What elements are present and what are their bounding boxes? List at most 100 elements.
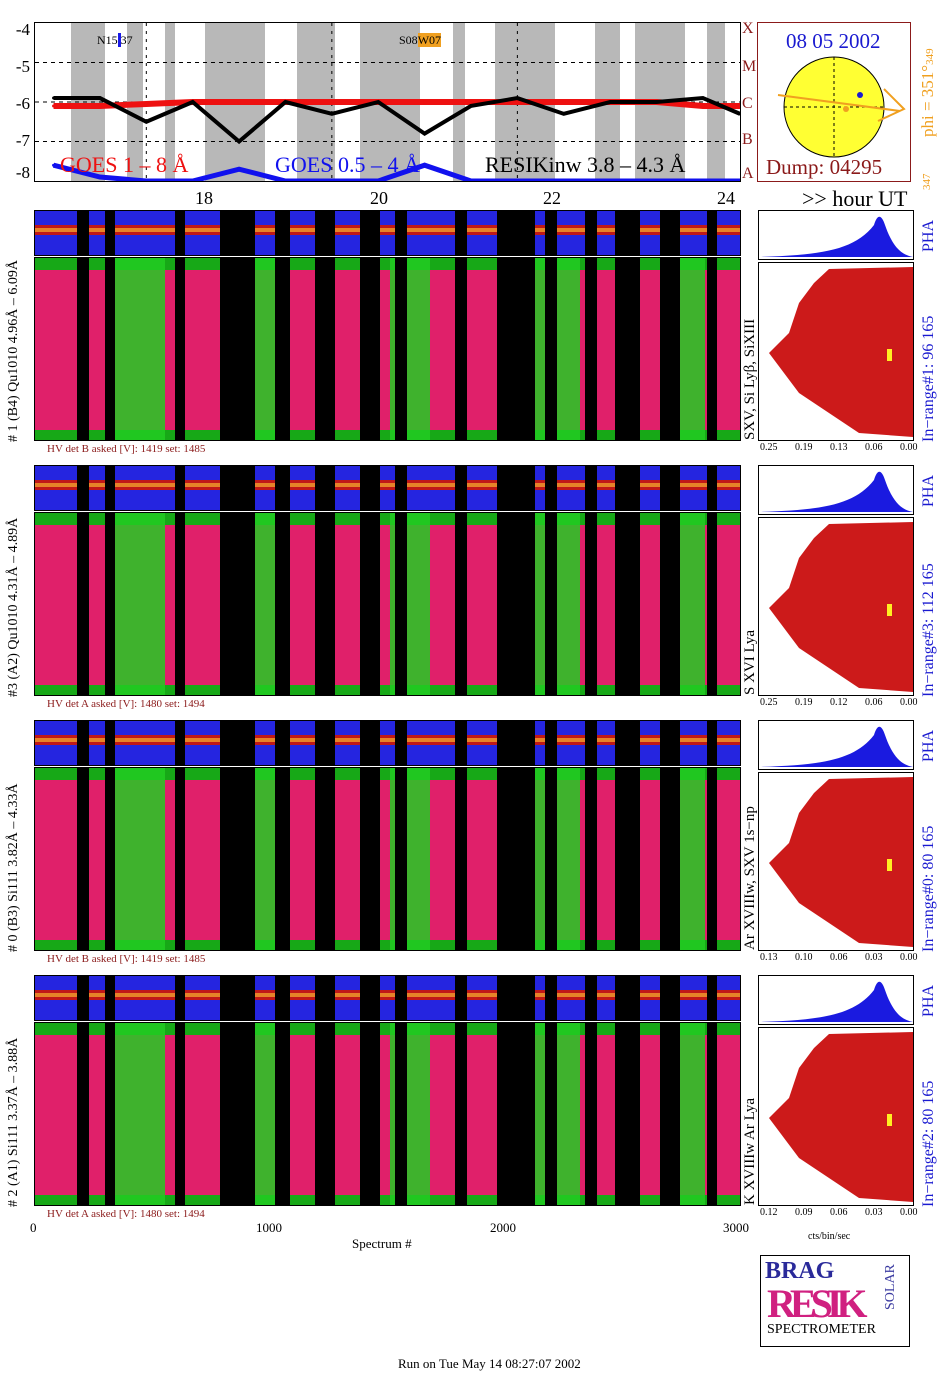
data-gap (707, 1023, 717, 1205)
logo-spectrometer: SPECTROMETER (767, 1322, 876, 1338)
line-ids: SXV, Si Lyβ, SiXIII (742, 318, 758, 440)
data-gap (615, 721, 640, 765)
pha-profile-svg (759, 216, 913, 257)
spectrogram-svg (35, 768, 740, 950)
data-point (469, 179, 473, 181)
data-gap (105, 1023, 115, 1205)
green-band (535, 768, 580, 950)
data-gap (175, 211, 185, 255)
data-point (701, 104, 705, 108)
data-gap (105, 466, 115, 510)
pha-histogram (759, 471, 913, 512)
data-gap (615, 211, 640, 255)
data-gap (315, 768, 335, 950)
green-band (535, 513, 580, 695)
data-gap (275, 211, 290, 255)
data-gap (315, 466, 335, 510)
data-point (738, 104, 740, 108)
data-gap (105, 258, 115, 440)
data-gap (395, 721, 407, 765)
data-gap (585, 211, 597, 255)
data-point (98, 175, 102, 179)
data-gap (455, 211, 467, 255)
spectrogram (34, 767, 741, 951)
detector-label: # 0 (B3) Si111 3.82Å – 4.33Å (6, 783, 21, 952)
data-gap (455, 466, 467, 510)
data-point (515, 100, 519, 104)
region-marker-2 (843, 106, 849, 112)
x-axis-label: Spectrum # (352, 1236, 412, 1251)
data-point (376, 179, 380, 181)
data-point (52, 104, 56, 108)
active-region-1: N15 37 (97, 33, 133, 47)
phi-angle: phi = 351°349 (918, 48, 937, 137)
data-point (330, 179, 334, 181)
line-ids: S XVI Lya (742, 630, 758, 695)
x-tick-0: 0 (30, 1220, 37, 1235)
data-point (562, 100, 566, 104)
side-axis-label: cts/bin/sec (808, 1231, 851, 1242)
spectrum-profile-svg (769, 1032, 913, 1202)
data-gap (175, 466, 185, 510)
data-gap (585, 258, 597, 440)
data-gap (585, 721, 597, 765)
data-gap (77, 466, 89, 510)
data-gap (395, 976, 407, 1020)
data-gap (707, 513, 717, 695)
active-region-2: S08W07 (399, 33, 442, 47)
spectrum-marker (887, 859, 892, 871)
data-point (423, 100, 427, 104)
data-gap (395, 258, 407, 440)
data-gap (77, 721, 89, 765)
data-gap (315, 1023, 335, 1205)
data-gap (105, 976, 115, 1020)
data-gap (545, 466, 557, 510)
spectrogram-svg (35, 513, 740, 695)
time-tick-20: 20 (370, 188, 388, 208)
data-gap (497, 768, 535, 950)
data-gap (615, 768, 640, 950)
data-gap (497, 258, 535, 440)
legend-goes-1-8: GOES 1 – 8 Å (60, 152, 189, 177)
data-gap (660, 258, 680, 440)
spectrum-histogram (769, 267, 913, 437)
data-gap (220, 258, 255, 440)
data-gap (660, 211, 680, 255)
spectrogram (34, 512, 741, 696)
side-axis-tick: 0.25 (760, 697, 778, 708)
data-gap (360, 258, 380, 440)
data-gap (545, 1023, 557, 1205)
spectrogram-svg (35, 258, 740, 440)
run-timestamp: Run on Tue May 14 08:27:07 2002 (398, 1356, 581, 1371)
spectrogram (34, 257, 741, 441)
data-point (515, 179, 519, 181)
side-axis-tick: 0.06 (865, 697, 883, 708)
side-axis-tick: 0.19 (795, 442, 813, 453)
goes-lightcurve-plot (34, 22, 741, 182)
data-gap (660, 466, 680, 510)
data-gap (615, 258, 640, 440)
data-gap (455, 976, 467, 1020)
in-range-count: In−range#3: 112 165 (920, 563, 937, 697)
time-tick-18: 18 (195, 188, 213, 208)
data-point (423, 163, 427, 167)
logo-resik: RESIK (767, 1281, 867, 1326)
side-axis-tick: 0.13 (760, 952, 778, 963)
spectrum-marker (887, 1114, 892, 1126)
class-b: B (742, 131, 753, 148)
data-gap (77, 258, 89, 440)
side-axis-tick: 0.06 (830, 952, 848, 963)
data-gap (545, 721, 557, 765)
data-point (98, 104, 102, 108)
data-gap (77, 513, 89, 695)
data-gap (497, 513, 535, 695)
data-gap (545, 768, 557, 950)
spectrum-profile (758, 1027, 914, 1206)
y-tick-4: -4 (15, 20, 30, 39)
data-point (515, 96, 519, 100)
spectrum-histogram (769, 777, 913, 947)
pha-profile (758, 210, 914, 260)
data-gap (77, 768, 89, 950)
pha-strip (34, 720, 741, 766)
data-gap (497, 1023, 535, 1205)
